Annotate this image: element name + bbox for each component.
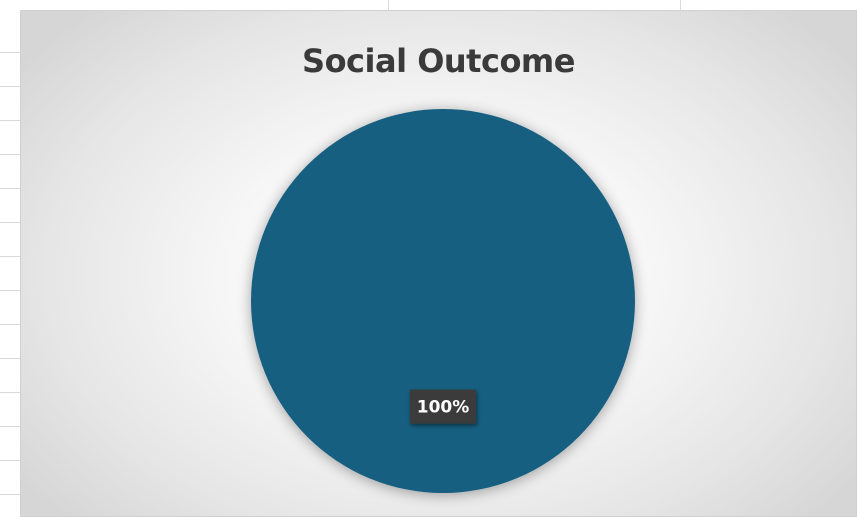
data-label-text: 100%: [417, 398, 470, 418]
data-label[interactable]: 100%: [410, 389, 476, 424]
row-gridline: [0, 358, 20, 359]
pie-chart: 100%: [251, 109, 635, 493]
chart-area[interactable]: Social Outcome 100%: [20, 10, 857, 517]
column-gridline: [680, 0, 681, 10]
row-gridline: [0, 290, 20, 291]
row-gridline: [0, 460, 20, 461]
row-gridline: [0, 154, 20, 155]
column-gridline: [388, 0, 389, 10]
row-gridline: [0, 120, 20, 121]
chart-title[interactable]: Social Outcome: [302, 42, 575, 80]
row-gridline: [0, 494, 20, 495]
row-gridline: [0, 52, 20, 53]
row-gridline: [0, 256, 20, 257]
row-gridline: [0, 324, 20, 325]
row-gridline: [0, 222, 20, 223]
row-gridline: [0, 188, 20, 189]
data-label-box: [410, 389, 476, 424]
row-gridline: [0, 426, 20, 427]
row-gridline: [0, 392, 20, 393]
pie-slice[interactable]: [251, 109, 635, 493]
row-gridline: [0, 86, 20, 87]
